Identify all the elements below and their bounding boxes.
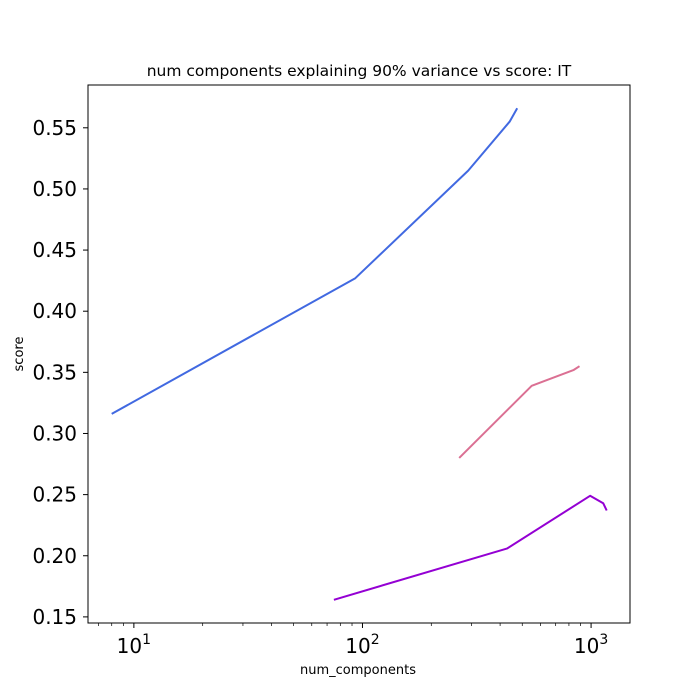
y-tick-label: 0.30 [32, 421, 77, 445]
y-tick-label: 0.20 [32, 544, 77, 568]
x-tick-label: 102 [345, 632, 379, 658]
series-line-1 [111, 107, 519, 415]
x-tick-label: 101 [117, 632, 151, 658]
chart-title: num components explaining 90% variance v… [147, 62, 572, 80]
x-axis-label: num_components [300, 663, 416, 678]
y-tick-label: 0.45 [32, 238, 77, 262]
plot-area [87, 84, 631, 624]
y-tick-label: 0.55 [32, 116, 77, 140]
series-line-2 [458, 365, 581, 459]
y-axis: 0.15 0.20 0.25 0.30 0.35 0.40 0.45 0.50 0.55 [32, 116, 88, 629]
plot-frame [87, 84, 631, 624]
y-tick-label: 0.15 [32, 605, 77, 629]
x-axis: 101 102 103 [98, 623, 608, 658]
x-tick-label: 103 [574, 632, 608, 658]
y-tick-label: 0.40 [32, 299, 77, 323]
y-tick-label: 0.25 [32, 483, 77, 507]
y-axis-label: score [12, 337, 27, 372]
y-tick-label: 0.50 [32, 177, 77, 201]
series-line-3 [333, 494, 608, 601]
series-group [111, 107, 608, 601]
y-tick-label: 0.35 [32, 360, 77, 384]
